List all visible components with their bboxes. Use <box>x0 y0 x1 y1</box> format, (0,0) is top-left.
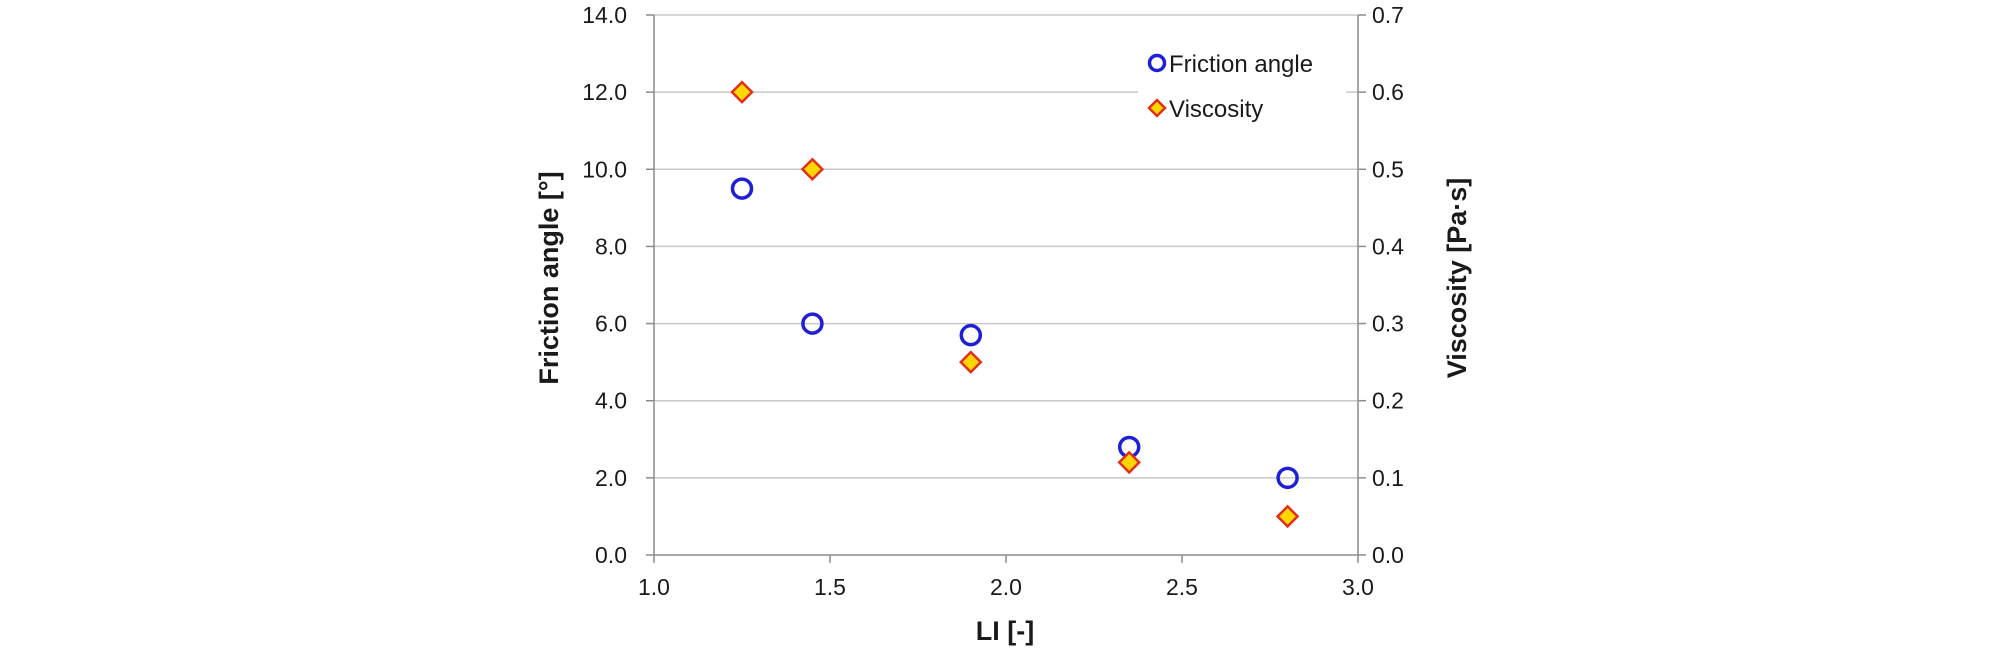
tick-labels: 0.0 2.0 4.0 6.0 8.0 10.0 12.0 14.0 0.0 0.1 0.2 0.3 0… <box>582 2 1404 600</box>
left-y-tick-label: 2.0 <box>595 465 627 491</box>
right-y-axis-title: Viscosity [Pa·s] <box>1442 178 1472 379</box>
viscosity-point <box>800 157 825 182</box>
left-y-tick-label: 10.0 <box>582 156 627 182</box>
right-y-tick-label: 0.7 <box>1372 2 1404 28</box>
legend-entry-viscosity: Viscosity <box>1147 96 1263 123</box>
left-y-tick-label: 12.0 <box>582 79 627 105</box>
legend-circle-marker <box>1147 53 1167 73</box>
friction-angle-point <box>959 323 983 347</box>
left-y-tick-label: 0.0 <box>595 542 627 568</box>
right-y-tick-label: 0.1 <box>1372 465 1404 491</box>
right-y-tick-label: 0.6 <box>1372 79 1404 105</box>
left-y-axis-title: Friction angle [°] <box>534 171 564 384</box>
legend-label-viscosity: Viscosity <box>1169 96 1263 123</box>
right-y-tick-label: 0.5 <box>1372 156 1404 182</box>
x-tick-label: 3.0 <box>1342 574 1374 600</box>
axes <box>646 14 1366 563</box>
friction-angle-point <box>1276 466 1299 490</box>
viscosity-point <box>959 350 983 374</box>
legend-label-friction-angle: Friction angle <box>1169 51 1313 78</box>
left-y-tick-label: 4.0 <box>595 388 627 414</box>
legend-entry-friction-angle: Friction angle <box>1147 51 1313 78</box>
data-points <box>730 80 1300 529</box>
gridlines <box>654 14 1358 479</box>
x-tick-label: 2.5 <box>1166 574 1198 600</box>
friction-angle-point <box>730 177 754 200</box>
left-y-tick-label: 14.0 <box>582 2 627 28</box>
legend-diamond-marker <box>1147 98 1167 118</box>
x-tick-label: 2.0 <box>990 574 1022 600</box>
viscosity-point <box>1275 504 1300 529</box>
right-y-tick-label: 0.3 <box>1372 311 1404 337</box>
friction-angle-point <box>801 312 824 335</box>
viscosity-point <box>730 80 754 104</box>
right-y-tick-label: 0.0 <box>1372 542 1404 568</box>
x-tick-label: 1.5 <box>814 574 846 600</box>
right-y-tick-label: 0.4 <box>1372 233 1404 259</box>
x-tick-label: 1.0 <box>638 574 670 600</box>
x-axis-title: LI [-] <box>976 616 1034 646</box>
left-y-tick-label: 8.0 <box>595 233 627 259</box>
right-y-tick-label: 0.2 <box>1372 388 1404 414</box>
legend: Friction angle Viscosity <box>1138 42 1346 124</box>
left-y-tick-label: 6.0 <box>595 311 627 337</box>
legend-background <box>1138 42 1346 124</box>
viscosity-point <box>1117 450 1141 475</box>
